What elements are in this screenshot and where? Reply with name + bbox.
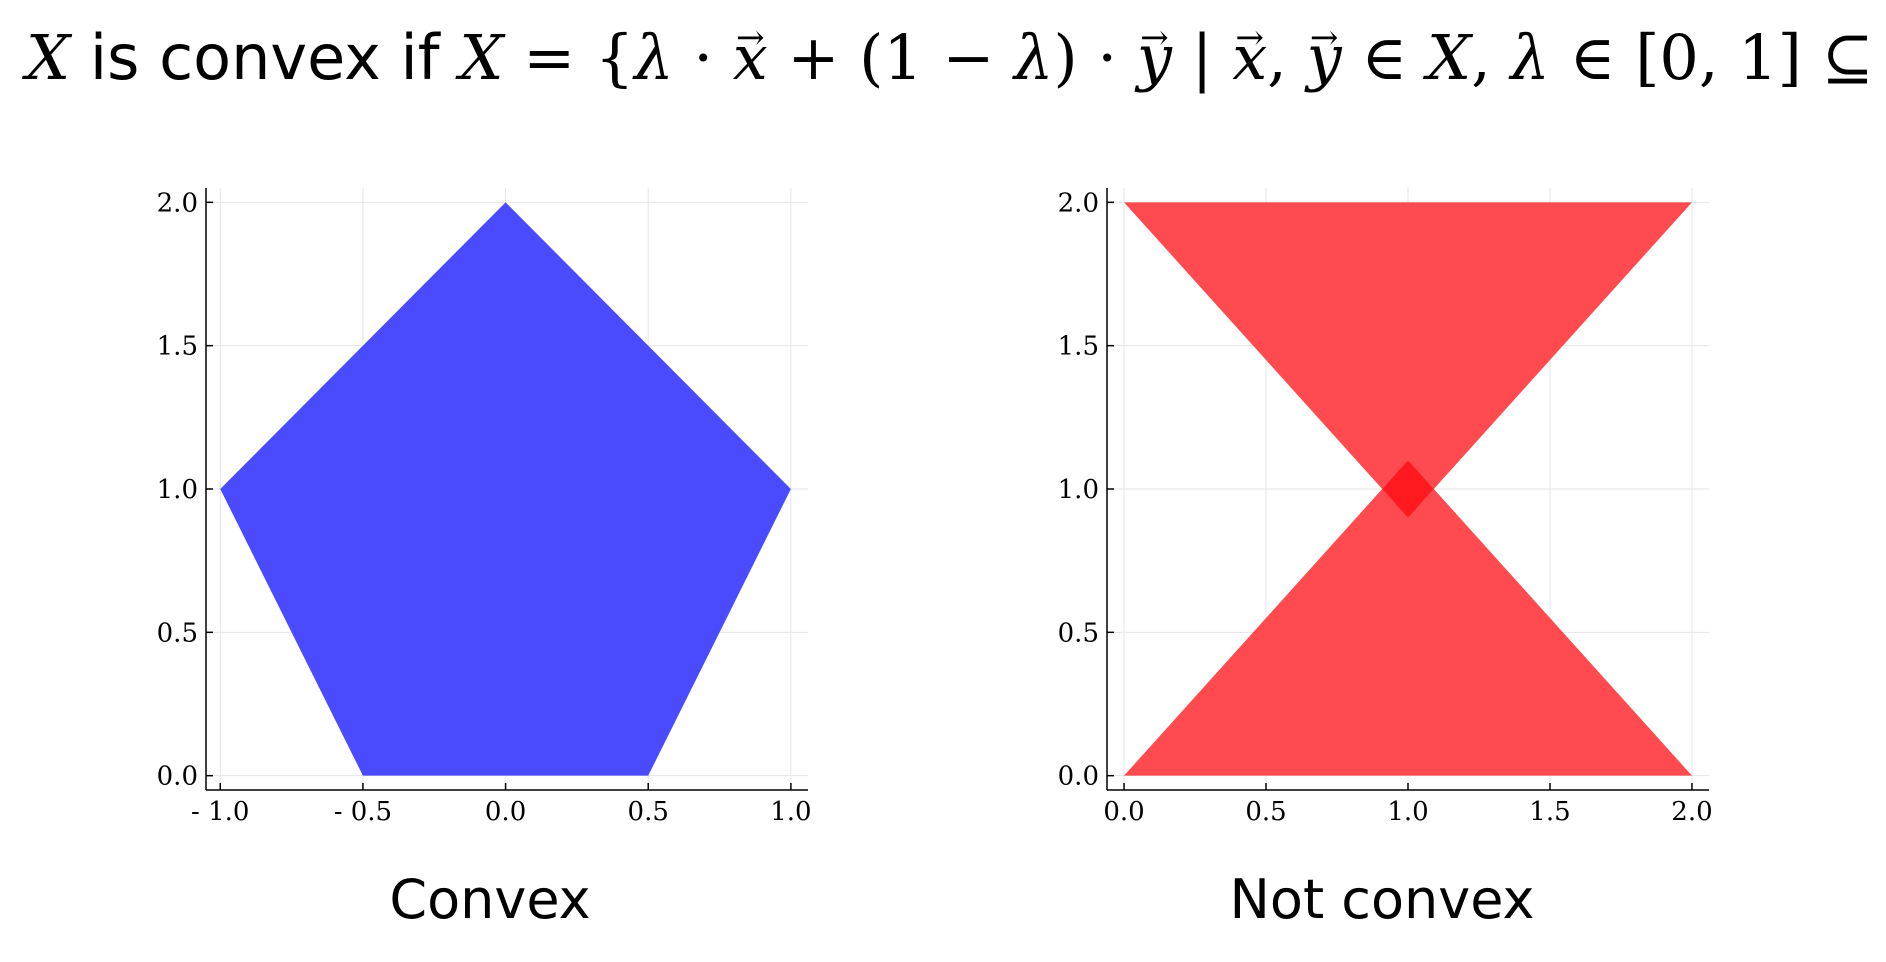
formula-minus: − — [942, 21, 995, 94]
x-tick-label-0: 0.0 — [1103, 797, 1144, 827]
region-polygon-1 — [1124, 460, 1692, 776]
x-tick-label-1: - 0.5 — [334, 797, 392, 827]
formula-cdot-2: · — [1097, 21, 1118, 94]
formula-subseteq: ⊆ — [1821, 21, 1874, 94]
formula-vec-y: y — [1137, 8, 1172, 108]
formula-vec-x: x — [733, 8, 768, 108]
formula-in: ∈ — [1361, 21, 1408, 94]
formula-one: 1 — [883, 21, 923, 94]
x-tick-label-0: - 1.0 — [191, 797, 249, 827]
y-tick-label-4: 2.0 — [1058, 188, 1099, 218]
y-tick-label-3: 1.5 — [1058, 332, 1099, 362]
formula-bar: | — [1191, 21, 1213, 94]
y-tick-label-3: 1.5 — [157, 332, 198, 362]
caption-convex: Convex — [389, 868, 591, 931]
x-tick-label-2: 1.0 — [1387, 797, 1428, 827]
formula-X-2: X — [459, 21, 504, 94]
formula-interval: [0, 1] — [1635, 21, 1802, 94]
y-tick-label-2: 1.0 — [1058, 475, 1099, 505]
y-tick-label-2: 1.0 — [157, 475, 198, 505]
formula-cdot: · — [693, 21, 714, 94]
y-tick-label-1: 0.5 — [1058, 618, 1099, 648]
formula-plus: + — [787, 21, 840, 94]
overlap-region — [1382, 460, 1434, 518]
y-tick-label-4: 2.0 — [157, 188, 198, 218]
formula-comma: , — [1267, 21, 1287, 94]
formula-eq: = — [523, 21, 576, 94]
formula-paren-open: ( — [859, 21, 884, 94]
y-tick-label-0: 0.0 — [1058, 762, 1099, 792]
x-tick-label-2: 0.0 — [485, 797, 526, 827]
formula-in-2: ∈ — [1569, 21, 1616, 94]
formula-lambda-3: λ — [1510, 21, 1550, 94]
x-tick-label-4: 1.0 — [770, 797, 811, 827]
chart-nonconvex: 0.0 0.5 1.0 1.5 2.0 0.0 0.5 1.0 1.5 2.0 — [1058, 188, 1713, 827]
formula-text: is convex if — [89, 21, 440, 94]
x-tick-label-4: 2.0 — [1671, 797, 1712, 827]
formula-vec-y-2: y — [1307, 8, 1342, 108]
x-tick-label-1: 0.5 — [1245, 797, 1286, 827]
formula-paren-close: ) — [1053, 21, 1078, 94]
y-tick-label-1: 0.5 — [157, 618, 198, 648]
region-polygon-0 — [220, 202, 791, 776]
formula-comma-2: , — [1471, 21, 1491, 94]
chart-convex: - 1.0 - 0.5 0.0 0.5 1.0 0.0 0.5 1.0 1.5 2.0 — [157, 188, 812, 827]
formula-open-brace: { — [594, 21, 635, 94]
x-tick-label-3: 0.5 — [628, 797, 669, 827]
formula-lambda-2: λ — [1014, 21, 1054, 94]
formula-vec-x-2: x — [1232, 8, 1267, 108]
formula-lambda: λ — [634, 21, 674, 94]
formula-X-3: X — [1426, 21, 1472, 94]
region-polygon-0 — [1124, 202, 1692, 518]
convexity-definition: X is convex if X = {λ · x + (1 − λ) · y … — [26, 8, 1874, 108]
y-tick-label-0: 0.0 — [157, 762, 198, 792]
caption-not-convex: Not convex — [1229, 868, 1535, 931]
formula-X: X — [26, 21, 71, 94]
x-tick-label-3: 1.5 — [1529, 797, 1570, 827]
